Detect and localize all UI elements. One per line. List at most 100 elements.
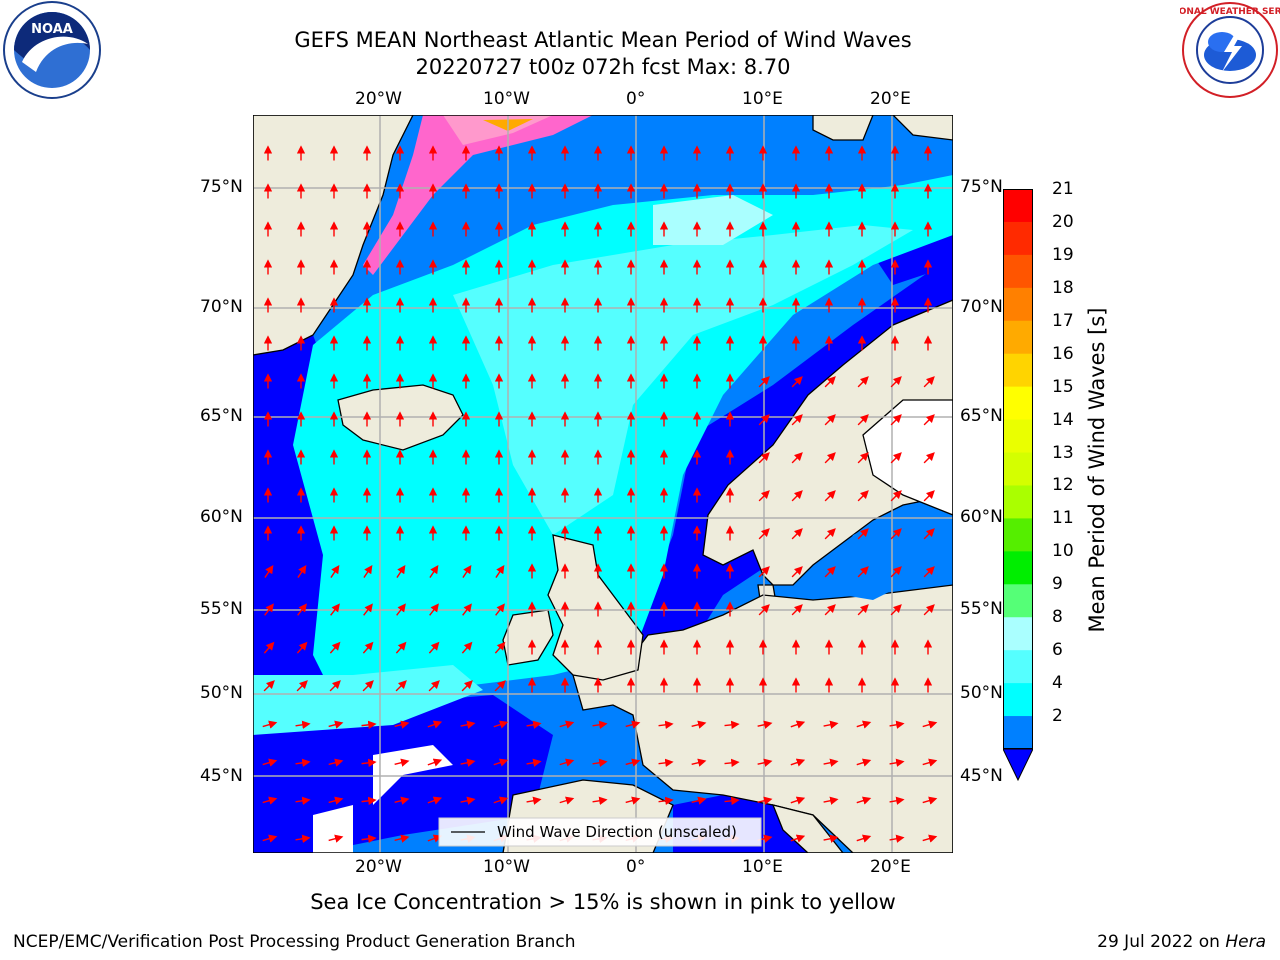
wave-direction-arrow: [790, 796, 806, 805]
generation-date: 29 Jul 2022 on Hera: [1097, 932, 1266, 952]
wave-direction-arrow: [295, 796, 311, 805]
colorbar-segment: [1003, 584, 1033, 618]
wave-direction-arrow: [460, 758, 476, 767]
wave-direction-arrow: [758, 604, 770, 616]
lon-tick-top: 20°W: [355, 89, 402, 109]
wave-direction-arrow: [330, 603, 340, 616]
wave-direction-arrow: [264, 564, 274, 578]
wave-direction-arrow: [396, 564, 406, 578]
wave-direction-arrow: [625, 720, 641, 729]
wave-direction-arrow: [922, 758, 938, 767]
wave-direction-arrow: [857, 604, 869, 616]
wave-direction-arrow: [922, 796, 938, 805]
colorbar-tick: 20: [1052, 211, 1074, 232]
wave-direction-arrow: [495, 603, 505, 616]
colorbar-tick: 6: [1052, 640, 1063, 661]
wave-direction-arrow: [592, 758, 608, 767]
producer-credit: NCEP/EMC/Verification Post Processing Pr…: [13, 932, 576, 952]
colorbar-segment: [1003, 452, 1033, 486]
wave-direction-arrow: [889, 834, 905, 843]
wave-direction-arrow: [526, 758, 542, 767]
colorbar: [1002, 189, 1034, 782]
wave-direction-arrow: [262, 720, 278, 729]
wave-direction-arrow: [262, 758, 278, 767]
wave-direction-arrow: [923, 452, 935, 464]
wave-direction-arrow: [395, 680, 407, 692]
wave-direction-arrow: [890, 566, 902, 578]
lon-tick-top: 20°E: [870, 89, 911, 109]
wave-direction-arrow: [559, 796, 575, 805]
wave-direction-arrow: [328, 834, 344, 843]
colorbar-tick: 2: [1052, 706, 1063, 727]
wave-direction-arrow: [427, 834, 443, 843]
wave-direction-arrow: [460, 796, 476, 805]
lon-tick-top: 0°: [626, 89, 646, 109]
wave-direction-arrow: [362, 641, 374, 654]
sea-ice-note: Sea Ice Concentration > 15% is shown in …: [310, 890, 896, 914]
colorbar-segment: [1003, 353, 1033, 388]
wave-direction-arrow: [461, 680, 473, 692]
wave-direction-arrow: [724, 758, 740, 768]
wave-direction-arrow: [791, 566, 803, 578]
wave-direction-arrow: [262, 834, 278, 843]
wave-direction-arrow: [329, 641, 341, 654]
wave-direction-arrow: [461, 641, 473, 654]
wave-direction-arrow: [824, 528, 836, 540]
wave-direction-arrow: [330, 564, 340, 578]
colorbar-segment: [1003, 518, 1033, 552]
wave-direction-arrow: [791, 604, 803, 616]
wave-direction-arrow: [890, 452, 902, 464]
wave-direction-arrow: [824, 566, 836, 578]
wave-direction-arrow: [758, 566, 770, 578]
wave-direction-arrow: [857, 528, 869, 540]
wave-direction-arrow: [856, 796, 872, 805]
wave-direction-arrow: [824, 414, 836, 426]
colorbar-segment: [1003, 189, 1033, 223]
wave-direction-arrow: [823, 834, 839, 843]
wave-direction-arrow: [923, 528, 935, 540]
colorbar-tick: 16: [1052, 343, 1074, 364]
colorbar-segment: [1003, 221, 1033, 256]
wave-direction-arrow: [429, 564, 439, 578]
lat-tick-left: 55°N: [200, 599, 243, 619]
wave-direction-arrow: [889, 758, 905, 767]
colorbar-segment: [1003, 287, 1033, 322]
wave-direction-arrow: [394, 796, 410, 805]
wave-direction-arrow: [923, 414, 935, 426]
lon-tick-bottom: 20°E: [870, 857, 911, 877]
colorbar-tick: 11: [1052, 508, 1074, 529]
wave-direction-arrow: [361, 758, 377, 768]
lon-tick-top: 10°W: [483, 89, 530, 109]
wave-direction-arrow: [857, 566, 869, 578]
wave-direction-arrow: [922, 720, 938, 729]
colorbar-tick: 10: [1052, 541, 1074, 562]
wave-direction-arrow: [857, 490, 869, 502]
colorbar-segment: [1003, 617, 1033, 651]
wave-direction-arrow: [790, 834, 806, 843]
wave-direction-arrow: [758, 490, 770, 502]
wave-direction-arrow: [791, 414, 803, 426]
wave-direction-arrow: [295, 834, 311, 843]
wave-direction-arrow: [526, 720, 542, 729]
wave-direction-arrow: [427, 758, 443, 767]
nws-logo-text: NATIONAL WEATHER SERVICE: [1180, 7, 1280, 17]
wave-direction-arrow: [493, 796, 509, 805]
wave-direction-arrow: [427, 796, 443, 805]
wave-period-map: Wind Wave Direction (unscaled): [252, 114, 954, 854]
colorbar-segment: [1003, 320, 1033, 355]
wave-direction-arrow: [263, 680, 275, 692]
wave-direction-arrow: [758, 452, 770, 464]
lat-tick-right: 70°N: [960, 297, 1003, 317]
wave-direction-arrow: [856, 720, 872, 729]
lon-tick-top: 10°E: [742, 89, 783, 109]
wave-direction-arrow: [329, 680, 341, 692]
wave-direction-arrow: [890, 376, 902, 388]
colorbar-tick: 14: [1052, 409, 1074, 430]
wave-direction-arrow: [824, 452, 836, 464]
wave-direction-arrow: [758, 376, 770, 388]
wave-direction-arrow: [394, 758, 410, 767]
wave-direction-arrow: [328, 720, 344, 729]
wave-direction-arrow: [757, 720, 773, 729]
wave-direction-arrow: [394, 834, 410, 843]
wave-direction-arrow: [559, 758, 575, 767]
